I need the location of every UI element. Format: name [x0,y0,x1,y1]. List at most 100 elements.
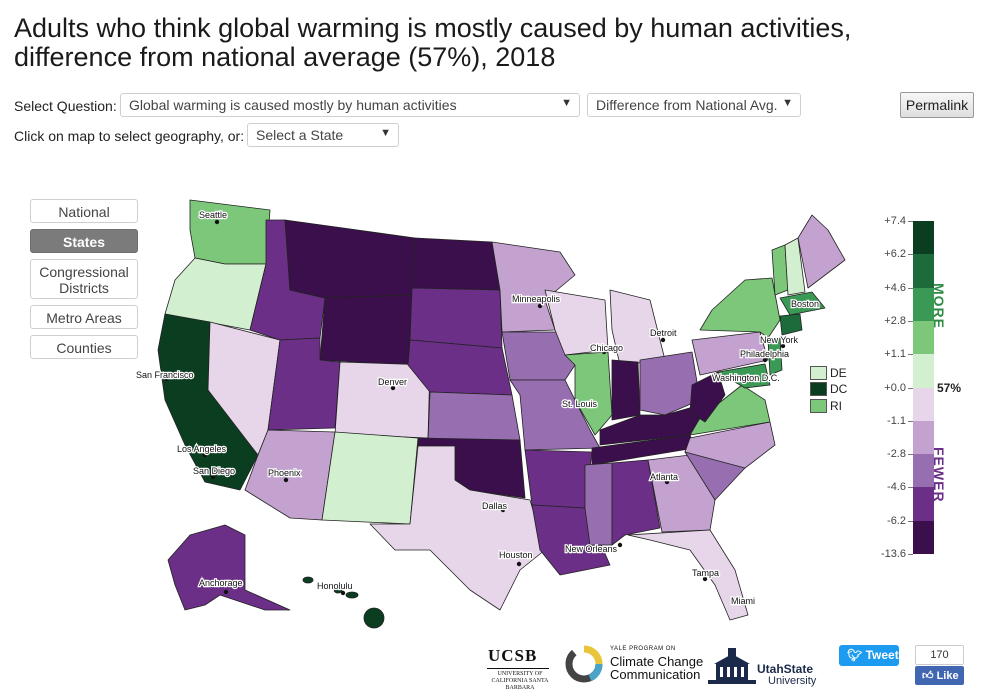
state-ga[interactable] [647,454,716,533]
usu-line-2: University [768,675,817,687]
legend-tick-mark [908,254,913,256]
state-ma[interactable] [779,291,826,316]
ucsb-divider [487,668,549,669]
legend-bin [913,287,934,322]
state-va[interactable] [689,384,771,436]
svg-text:Boston: Boston [791,299,819,309]
svg-text:New York: New York [760,335,799,345]
legend-tick-label: -4.6 [887,481,906,494]
state-select-value: Select a State [256,127,344,143]
facebook-like-button[interactable]: 👍︎ Like [915,666,964,685]
legend-bin [913,420,934,455]
state-mt[interactable] [284,219,416,299]
legend-tick-label: -6.2 [887,514,906,527]
small-state-ri-swatch[interactable] [810,399,827,413]
state-nm[interactable] [321,431,419,525]
legend-bin [913,320,934,355]
svg-text:Seattle: Seattle [199,210,227,220]
state-al[interactable] [611,459,661,546]
legend-national-average: 57% [937,381,962,395]
small-state-de-swatch[interactable] [810,366,827,380]
state-mn[interactable] [491,241,576,333]
svg-text:Tampa: Tampa [692,568,719,578]
svg-text:Houston: Houston [499,550,533,560]
yale-climate-logo-icon [565,645,603,683]
dropdown-arrow-icon: ▼ [782,97,793,109]
state-ar[interactable] [524,449,593,509]
state-nd[interactable] [411,237,501,291]
geo-button-congressional-districts[interactable]: Congressional Districts [30,259,138,299]
geo-button-label: Metro Areas [46,310,122,326]
state-md[interactable] [717,363,771,389]
yale-line-2: Communication [610,667,701,682]
state-ct[interactable] [779,313,803,336]
legend-tick-label: +6.2 [884,248,906,261]
legend-tick-label: +7.4 [884,215,906,227]
state-wi[interactable] [544,289,609,356]
svg-text:New Orleans: New Orleans [565,544,618,554]
legend-tick-mark [908,554,913,555]
legend-tick-label: -1.1 [887,414,906,427]
dropdown-arrow-icon: ▼ [380,127,391,139]
dropdown-arrow-icon: ▼ [561,97,572,109]
legend-tick-mark [908,487,913,489]
state-ak[interactable] [167,524,291,611]
legend-fewer-label: FEWER [931,447,947,503]
usu-building-logo-icon [708,648,756,684]
page-title: Adults who think global warming is mostl… [14,13,852,72]
state-wv[interactable] [689,371,726,423]
question-select[interactable]: Global warming is caused mostly by human… [120,93,580,117]
state-tx[interactable] [369,445,546,611]
legend-bin [913,520,934,555]
geo-button-metro-areas[interactable]: Metro Areas [30,305,138,329]
geography-label: Click on map to select geography, or: [14,128,245,144]
measure-select-value: Difference from National Avg. [596,97,778,113]
legend-tick-mark [908,320,913,322]
geo-button-label: National [58,204,110,220]
legend-tick-label: +2.8 [884,314,906,327]
state-me[interactable] [797,214,846,289]
color-legend-bar [913,221,934,555]
legend-bin [913,254,934,289]
state-ia[interactable] [501,331,576,381]
svg-text:Phoenix: Phoenix [268,468,301,478]
twitter-bird-icon: 🐦︎ [847,648,863,662]
yale-program-small: YALE PROGRAM ON [610,646,676,652]
measure-select[interactable]: Difference from National Avg. ▼ [587,93,801,117]
tweet-label: Tweet [865,648,899,662]
state-wy[interactable] [319,294,413,366]
small-state-dc-swatch[interactable] [810,382,827,396]
state-select[interactable]: Select a State ▼ [247,123,399,147]
state-fl[interactable] [627,529,749,621]
svg-text:Miami: Miami [731,596,755,606]
geo-button-states[interactable]: States [30,229,138,253]
legend-tick-mark [908,221,913,222]
legend-tick-label: +4.6 [884,281,906,294]
svg-text:Minneapolis: Minneapolis [512,294,561,304]
state-ms[interactable] [584,462,613,546]
legend-tick-mark [908,354,913,356]
state-il[interactable] [564,351,613,436]
state-ny[interactable] [699,277,781,339]
state-nj[interactable] [767,337,783,376]
geo-button-national[interactable]: National [30,199,138,223]
legend-more-label: MORE [931,283,947,329]
legend-bin [913,221,934,255]
tweet-button[interactable]: 🐦︎ Tweet [839,645,899,666]
state-oh[interactable] [639,351,701,416]
state-in[interactable] [611,359,641,421]
state-sd[interactable] [409,287,503,349]
us-choropleth-map[interactable]: Seattle Minneapolis Boston Detroit New Y… [0,190,880,660]
geo-button-counties[interactable]: Counties [30,335,138,359]
select-question-label: Select Question: [14,98,117,114]
geo-button-label: Counties [56,340,112,356]
state-hi[interactable] [302,576,385,629]
svg-text:Honolulu: Honolulu [317,581,353,591]
state-nh[interactable] [784,237,806,296]
state-pa[interactable] [691,331,769,376]
permalink-button[interactable]: Permalink [900,92,974,118]
state-ks[interactable] [427,391,521,441]
state-nc[interactable] [684,421,776,469]
question-select-value: Global warming is caused mostly by human… [129,97,457,113]
thumbs-up-icon: 👍︎ [922,670,934,682]
